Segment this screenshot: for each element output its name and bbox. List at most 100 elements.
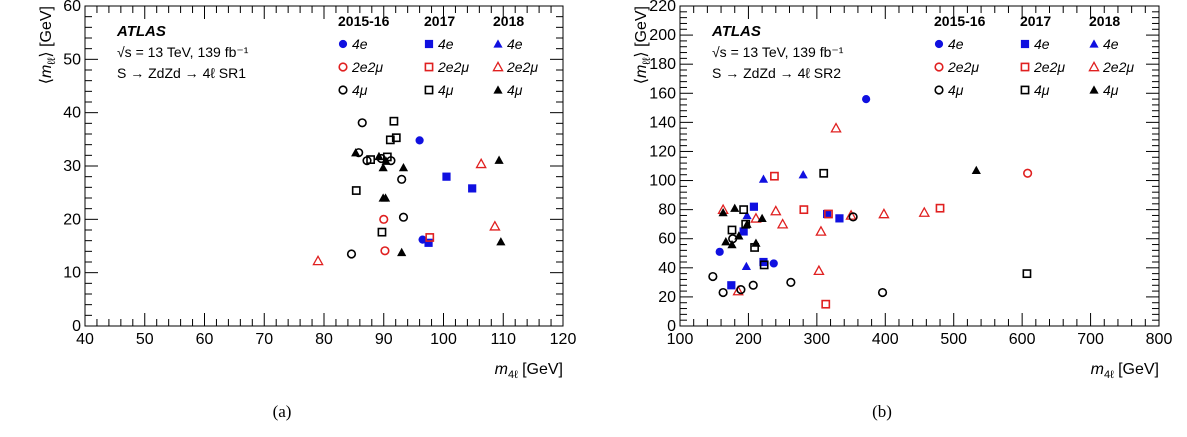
data-point — [415, 136, 424, 145]
x-tick-label: 100 — [430, 331, 457, 348]
legend-marker — [1020, 85, 1030, 95]
series-4e-2017 — [424, 172, 477, 247]
data-point — [468, 184, 477, 193]
data-point — [351, 186, 361, 195]
y-tick-label: 120 — [649, 143, 676, 160]
legend-marker — [934, 85, 944, 95]
series-4e-2015-16 — [415, 136, 427, 244]
legend-marker — [424, 39, 434, 49]
legend-column-header: 2015-16 — [934, 13, 986, 29]
legend-marker — [424, 85, 434, 95]
data-point — [830, 122, 842, 133]
data-point — [721, 237, 731, 246]
data-point — [835, 214, 844, 223]
data-point — [366, 155, 376, 164]
data-point — [758, 174, 769, 183]
legend-entry-label: 4μ — [1034, 82, 1050, 98]
x-tick-label: 700 — [1077, 331, 1104, 348]
series-2e2μ-2015-16 — [379, 214, 390, 256]
data-point — [727, 225, 737, 235]
data-point — [715, 247, 724, 256]
data-point — [489, 220, 501, 231]
data-point — [385, 135, 395, 145]
data-point — [496, 237, 506, 246]
data-point — [749, 202, 759, 211]
data-point — [730, 203, 740, 212]
legend-entry-label: 2e2μ — [1033, 59, 1065, 75]
data-point — [918, 206, 930, 217]
legend-entry-label: 4μ — [438, 82, 454, 98]
data-point — [739, 227, 748, 236]
series-4e-2015-16 — [715, 94, 871, 268]
x-tick-label: 60 — [196, 331, 214, 348]
y-tick-label: 220 — [649, 0, 676, 15]
data-point — [759, 260, 769, 270]
legend-marker — [424, 62, 434, 72]
y-tick-label: 60 — [63, 0, 81, 15]
legend-column-header: 2018 — [493, 13, 524, 29]
legend-entry-label: 2e2μ — [1102, 59, 1134, 75]
data-point — [819, 168, 829, 178]
y-tick-label: 140 — [649, 114, 676, 131]
data-point — [878, 208, 890, 219]
panel-caption-b: (b) — [872, 402, 892, 421]
data-point — [848, 212, 858, 222]
y-tick-label: 100 — [649, 173, 676, 190]
legend-marker — [934, 62, 944, 72]
legend-marker — [338, 39, 348, 49]
experiment-label: ATLAS — [711, 23, 761, 40]
data-point — [727, 239, 737, 249]
y-axis-title: ⟨mℓℓ⟩ [GeV] — [38, 6, 58, 84]
data-point — [862, 94, 871, 104]
data-point — [381, 156, 391, 165]
legend-entry-label: 4e — [1103, 36, 1119, 52]
data-point — [813, 264, 825, 276]
data-point — [734, 231, 744, 240]
x-tick-label: 300 — [804, 331, 831, 348]
x-tick-label: 500 — [940, 331, 967, 348]
data-point — [845, 209, 857, 220]
series-4e-2018 — [741, 170, 808, 271]
y-tick-label: 40 — [658, 260, 676, 277]
legend-entry-label: 4e — [948, 36, 964, 52]
legend-marker — [1088, 61, 1100, 72]
data-point — [821, 299, 831, 309]
legend-entry-label: 2e2μ — [437, 59, 469, 75]
x-tick-label: 40 — [76, 331, 94, 348]
y-tick-label: 20 — [658, 289, 676, 306]
y-axis-title: ⟨mℓℓ⟩ [GeV] — [633, 6, 653, 84]
y-tick-label: 160 — [649, 85, 676, 102]
data-point — [398, 212, 409, 222]
x-tick-label: 200 — [735, 331, 762, 348]
data-point — [769, 259, 778, 268]
legend-column-header: 2017 — [1020, 13, 1051, 29]
data-point — [424, 238, 433, 247]
x-tick-label: 400 — [872, 331, 899, 348]
legend-marker — [493, 85, 503, 94]
data-point — [757, 213, 767, 223]
data-point — [823, 209, 832, 219]
data-point — [389, 116, 399, 126]
data-point — [391, 133, 401, 143]
panel-caption-a: (a) — [272, 402, 292, 421]
legend-entry-label: 2e2μ — [947, 59, 979, 75]
legend-entry-label: 4μ — [507, 82, 523, 98]
legend-entry-label: 4e — [507, 36, 523, 52]
data-point — [741, 261, 751, 271]
experiment-label: ATLAS — [116, 23, 166, 40]
legend-marker — [493, 39, 503, 48]
data-point — [380, 246, 390, 256]
data-point — [1022, 269, 1032, 279]
legend-column-header: 2018 — [1089, 13, 1120, 29]
x-tick-label: 600 — [1009, 331, 1036, 348]
plot-frame — [679, 5, 1160, 327]
legend-marker — [1020, 62, 1030, 72]
x-tick-label: 70 — [255, 331, 273, 348]
data-point — [799, 205, 809, 215]
chart-panel-b: 100 200 300 400 500 600 700 800 0 20 40 60 80 100 120 1… — [594, 0, 1187, 437]
data-point — [776, 218, 789, 229]
y-tick-label: 60 — [658, 231, 676, 248]
data-point — [824, 209, 833, 219]
x-tick-label: 110 — [490, 331, 516, 348]
legend-marker — [934, 39, 944, 49]
